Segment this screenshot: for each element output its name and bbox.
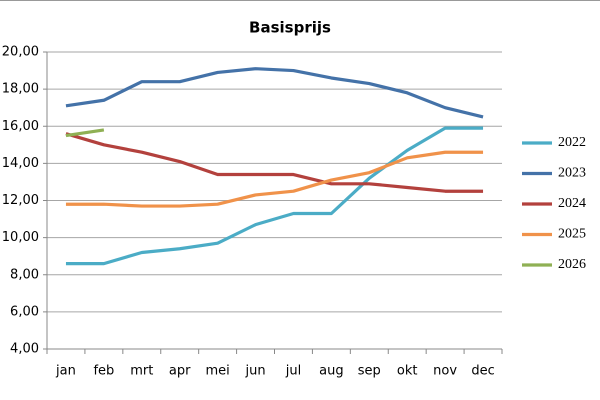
legend-label: 2026 <box>558 257 586 272</box>
x-tick-label: mei <box>205 364 229 379</box>
x-tick-label: feb <box>93 364 114 379</box>
y-tick-label: 6,00 <box>10 304 39 319</box>
x-tick-label: sep <box>358 364 381 379</box>
y-tick-label: 10,00 <box>2 230 39 245</box>
y-tick-label: 14,00 <box>2 156 39 171</box>
legend-label: 2024 <box>558 196 586 211</box>
series-line <box>65 126 484 266</box>
x-tick-label: jan <box>55 364 76 379</box>
y-tick-label: 4,00 <box>10 342 39 357</box>
x-tick-label: nov <box>433 364 457 379</box>
legend-label: 2022 <box>558 135 586 150</box>
y-tick-label: 16,00 <box>2 119 39 134</box>
series-line <box>65 150 484 208</box>
x-tick-label: jun <box>244 364 265 379</box>
x-tick-label: dec <box>471 364 494 379</box>
y-tick-label: 8,00 <box>10 267 39 282</box>
y-tick-label: 12,00 <box>2 193 39 208</box>
y-tick-label: 20,00 <box>2 45 39 60</box>
x-tick-label: mrt <box>130 364 153 379</box>
legend-label: 2023 <box>558 166 586 181</box>
series-line <box>65 128 105 138</box>
x-tick-label: aug <box>319 364 343 379</box>
series-line <box>65 67 484 119</box>
series-line <box>65 132 484 193</box>
chart-title: Basisprijs <box>249 19 331 37</box>
y-tick-label: 18,00 <box>2 82 39 97</box>
legend-label: 2025 <box>558 227 586 242</box>
x-tick-label: jul <box>285 364 301 379</box>
x-tick-label: apr <box>169 364 191 379</box>
x-tick-label: okt <box>397 364 418 379</box>
